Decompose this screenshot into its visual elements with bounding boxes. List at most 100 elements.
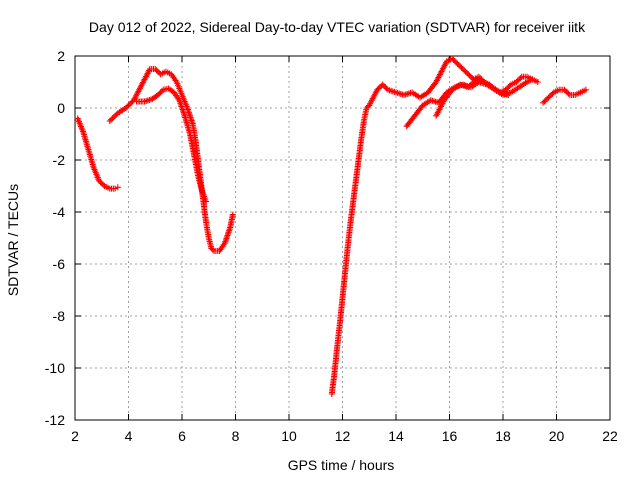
data-point <box>465 71 472 78</box>
data-point <box>542 97 549 104</box>
data-point <box>154 92 161 98</box>
data-point <box>209 246 216 253</box>
data-point <box>463 69 470 76</box>
data-point <box>97 179 104 186</box>
data-point <box>455 62 462 69</box>
y-tick-label: -6 <box>53 256 66 272</box>
x-tick-label: 16 <box>442 428 458 444</box>
data-point <box>382 84 389 91</box>
x-tick-label: 10 <box>281 428 297 444</box>
data-point <box>454 60 461 67</box>
data-point <box>505 92 512 98</box>
data-point <box>467 73 474 80</box>
data-point <box>505 84 512 91</box>
y-tick-label: -12 <box>45 412 65 428</box>
data-point <box>564 89 571 96</box>
data-point <box>545 94 552 101</box>
data-point <box>128 99 135 106</box>
y-tick-label: -2 <box>53 152 66 168</box>
data-point <box>562 88 569 95</box>
x-tick-label: 6 <box>178 428 186 444</box>
data-point <box>114 184 121 191</box>
data-point <box>465 84 472 91</box>
data-point <box>157 89 164 96</box>
data-point <box>517 75 524 82</box>
x-tick-label: 8 <box>232 428 240 444</box>
grid <box>75 56 610 420</box>
y-tick-label: 0 <box>57 100 65 116</box>
data-point <box>466 72 473 79</box>
data-point <box>458 64 465 71</box>
data-point <box>561 86 568 93</box>
data-point <box>152 66 159 72</box>
data-point <box>516 76 523 83</box>
data-point <box>153 67 160 74</box>
x-tick-label: 4 <box>125 428 133 444</box>
data-point <box>453 59 460 66</box>
data-points <box>74 55 589 397</box>
data-point <box>208 245 215 252</box>
data-point <box>126 101 133 108</box>
data-point <box>548 92 555 98</box>
data-point <box>376 84 383 91</box>
data-point <box>379 81 386 88</box>
data-point <box>450 56 457 63</box>
ticks: 2 4 6 8 10 12 14 16 18 20 22 -12 -10 -8 -6 -4 -2 0 2 <box>45 48 618 444</box>
x-tick-label: 14 <box>388 428 404 444</box>
data-point <box>124 103 131 110</box>
data-point <box>467 81 474 88</box>
data-point <box>108 116 115 123</box>
data-point <box>106 118 113 124</box>
data-point <box>112 112 119 119</box>
data-point <box>466 82 473 89</box>
data-point <box>364 103 371 110</box>
y-axis-title: SDTVAR / TECUs <box>5 184 21 296</box>
data-point <box>504 85 511 92</box>
data-point <box>549 90 556 97</box>
data-point <box>565 90 572 97</box>
data-point <box>541 98 548 105</box>
data-point <box>462 68 469 75</box>
data-point <box>449 55 456 62</box>
x-tick-label: 20 <box>549 428 565 444</box>
x-tick-label: 18 <box>495 428 511 444</box>
y-tick-label: -8 <box>53 308 66 324</box>
data-point <box>156 90 163 97</box>
data-point <box>544 95 551 102</box>
x-axis-title: GPS time / hours <box>288 457 395 473</box>
data-point <box>112 185 119 192</box>
data-point <box>461 67 468 74</box>
data-point <box>110 114 117 121</box>
y-tick-label: -4 <box>53 204 66 220</box>
data-point <box>203 198 210 205</box>
data-point <box>506 82 513 89</box>
data-point <box>375 85 382 92</box>
data-point <box>374 86 381 93</box>
data-point <box>457 63 464 70</box>
data-point <box>229 211 236 218</box>
data-point <box>100 181 107 188</box>
x-tick-label: 2 <box>71 428 79 444</box>
data-point <box>459 66 466 72</box>
data-point <box>380 82 387 89</box>
data-point <box>582 86 589 93</box>
data-point <box>513 79 520 85</box>
data-point <box>451 58 458 65</box>
data-point <box>469 80 476 87</box>
data-point <box>470 79 477 85</box>
x-tick-label: 22 <box>602 428 618 444</box>
data-point <box>96 177 103 184</box>
data-point <box>154 68 161 75</box>
y-tick-label: 2 <box>57 48 65 64</box>
data-point <box>529 76 536 83</box>
data-point <box>125 102 132 109</box>
y-tick-label: -10 <box>45 360 65 376</box>
chart-title: Day 012 of 2022, Sidereal Day-to-day VTE… <box>89 19 586 35</box>
data-point <box>540 99 547 106</box>
data-point <box>122 105 129 111</box>
data-point <box>98 180 105 187</box>
data-point <box>546 93 553 100</box>
x-tick-label: 12 <box>335 428 351 444</box>
data-point <box>514 77 521 84</box>
